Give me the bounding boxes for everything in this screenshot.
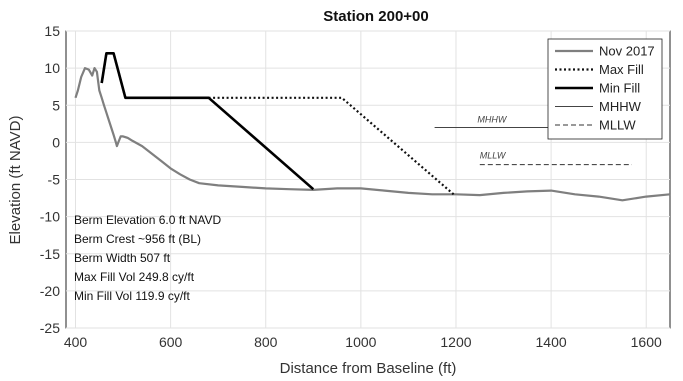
x-tick-label: 400	[64, 334, 88, 350]
line-tags: MHHW MLLW	[477, 114, 507, 160]
annotation-line: Min Fill Vol 119.9 cy/ft	[74, 289, 190, 303]
y-tick-label: 10	[44, 60, 60, 76]
y-tick-label: -25	[40, 320, 60, 336]
y-axis-ticks: 15 10 5 0 -5 -10 -15 -20 -25	[40, 23, 60, 336]
chart-title: Station 200+00	[323, 8, 428, 25]
legend-label: Nov 2017	[599, 44, 655, 59]
y-axis-title: Elevation (ft NAVD)	[7, 116, 24, 245]
x-tick-label: 1400	[536, 334, 567, 350]
x-axis-ticks: 400 600 800 1000 1200 1400 1600	[64, 334, 662, 350]
annotation-line: Berm Width 507 ft	[74, 251, 171, 265]
y-tick-label: -20	[40, 283, 60, 299]
y-tick-label: -10	[40, 209, 60, 225]
x-tick-label: 600	[159, 334, 183, 350]
y-tick-label: -15	[40, 246, 60, 262]
x-tick-label: 1600	[631, 334, 662, 350]
annotation-block: Berm Elevation 6.0 ft NAVD Berm Crest ~95…	[74, 213, 222, 303]
series-line-nov-2017	[74, 66, 671, 202]
y-tick-label: 0	[52, 134, 60, 150]
x-axis-title: Distance from Baseline (ft)	[280, 360, 457, 377]
x-tick-label: 1000	[345, 334, 376, 350]
y-tick-label: 5	[52, 97, 60, 113]
x-tick-label: 800	[254, 334, 278, 350]
line-tag: MLLW	[480, 151, 507, 161]
line-tag: MHHW	[477, 114, 507, 124]
series-line-min-fill	[100, 51, 315, 191]
legend-label: Max Fill	[599, 62, 644, 77]
legend: Nov 2017 Max Fill Min Fill MHHW MLLW	[547, 38, 663, 140]
y-tick-label: -5	[48, 172, 61, 188]
legend-label: MLLW	[599, 118, 636, 133]
annotation-line: Berm Elevation 6.0 ft NAVD	[74, 213, 222, 227]
legend-label: MHHW	[599, 99, 642, 114]
grid-lines	[66, 30, 670, 329]
x-tick-label: 1200	[440, 334, 471, 350]
y-tick-label: 15	[44, 23, 60, 39]
legend-label: Min Fill	[599, 81, 640, 96]
annotation-line: Max Fill Vol 249.8 cy/ft	[74, 270, 195, 284]
annotation-line: Berm Crest ~956 ft (BL)	[74, 232, 201, 246]
